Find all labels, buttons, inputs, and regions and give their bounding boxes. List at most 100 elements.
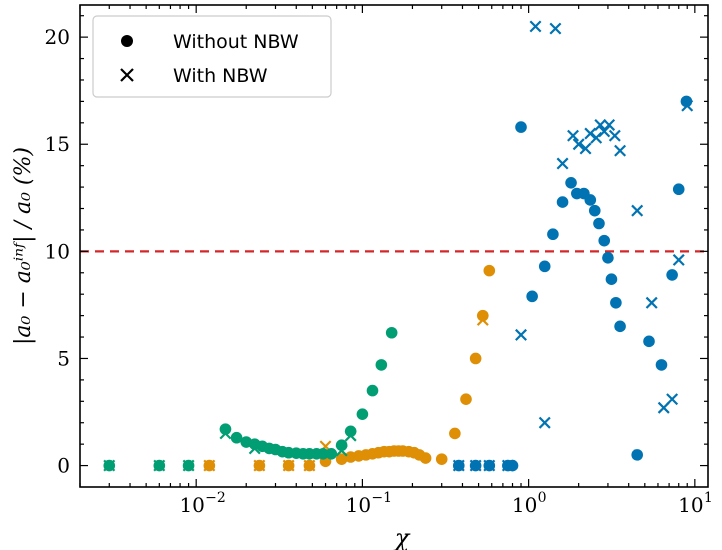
data-point-x — [608, 129, 621, 142]
y-tick-label: 0 — [57, 454, 70, 478]
data-point-circle — [515, 121, 527, 133]
x-tick-exponent: −1 — [371, 490, 392, 506]
data-point-circle — [538, 260, 551, 273]
data-point-circle — [614, 320, 626, 333]
data-point-circle — [666, 269, 678, 281]
x-stroke — [153, 459, 166, 472]
legend-circle-marker — [121, 35, 133, 47]
data-point-circle — [610, 296, 622, 309]
x-stroke — [549, 22, 562, 35]
data-point-circle — [547, 228, 559, 241]
x-tick-label: 10 — [678, 493, 703, 517]
data-point-x — [572, 138, 585, 151]
x-stroke — [608, 129, 621, 142]
data-point-x — [549, 22, 562, 35]
x-stroke — [483, 459, 496, 472]
data-point-x — [556, 157, 569, 170]
x-stroke — [282, 459, 295, 472]
x-tick-label: 10 — [346, 493, 371, 517]
x-stroke — [567, 129, 580, 142]
data-point-x — [614, 144, 627, 157]
data-point-circle — [556, 196, 569, 208]
x-stroke — [476, 313, 489, 326]
x-stroke — [219, 427, 232, 440]
x-stroke — [631, 204, 644, 217]
data-point-x — [579, 142, 592, 155]
x-stroke — [584, 127, 597, 140]
data-point-circle — [449, 427, 461, 440]
data-point-circle — [631, 449, 643, 461]
data-point-x — [248, 442, 261, 455]
data-point-circle — [325, 447, 338, 460]
data-point-circle — [584, 194, 597, 206]
y-tick-label: 10 — [45, 239, 70, 263]
data-point-x — [103, 459, 116, 472]
data-point-circle — [435, 453, 448, 465]
x-stroke — [614, 144, 627, 157]
x-stroke — [344, 429, 357, 442]
legend-label-with-nbw: With NBW — [173, 65, 268, 87]
x-tick-exponent: −2 — [205, 490, 226, 506]
data-point-circle — [335, 453, 348, 465]
x-stroke — [469, 459, 482, 472]
data-point-circle — [356, 408, 369, 420]
x-tick-label: 10 — [512, 493, 537, 517]
x-stroke — [681, 99, 694, 112]
x-stroke — [103, 459, 116, 472]
data-point-x — [219, 427, 232, 440]
x-stroke — [303, 459, 316, 472]
x-stroke — [538, 416, 551, 429]
x-stroke — [594, 118, 607, 131]
data-point-x — [672, 253, 685, 266]
data-point-circle — [588, 204, 601, 217]
x-stroke — [515, 328, 527, 341]
x-axis-label: χ — [393, 524, 411, 550]
x-stroke — [666, 393, 679, 406]
data-point-circle — [655, 359, 668, 371]
data-point-x — [452, 459, 465, 472]
data-point-x — [282, 459, 295, 472]
x-stroke — [452, 459, 465, 472]
data-point-x — [335, 444, 348, 457]
data-point-x — [153, 459, 166, 472]
legend-x-marker — [120, 68, 134, 82]
y-tick-label: 5 — [57, 346, 70, 370]
y-axis-label: |a₀ − a₀ⁱⁿᶠ| / a₀ (%) — [11, 147, 36, 345]
data-point-circle — [526, 290, 538, 303]
data-point-circle — [605, 273, 618, 286]
data-point-x — [253, 459, 266, 472]
x-stroke — [572, 138, 585, 151]
data-point-circle — [483, 264, 496, 277]
data-point-x — [182, 459, 195, 472]
data-point-x — [483, 459, 496, 472]
data-point-x — [476, 313, 489, 326]
x-stroke — [203, 459, 216, 472]
x-stroke — [529, 20, 542, 33]
x-stroke — [579, 142, 592, 155]
data-point-circle — [375, 359, 388, 371]
data-points — [103, 20, 694, 472]
data-point-circle — [672, 183, 685, 196]
x-stroke — [645, 296, 658, 309]
data-point-circle — [469, 352, 482, 365]
data-point-x — [645, 296, 658, 309]
legend-label-without-nbw: Without NBW — [173, 31, 299, 53]
y-tick-label: 20 — [45, 25, 70, 49]
y-tick-label: 15 — [45, 132, 70, 156]
data-point-circle — [593, 217, 605, 230]
data-point-circle — [643, 335, 655, 348]
x-stroke — [253, 459, 266, 472]
data-point-x — [529, 20, 542, 33]
data-point-circle — [602, 251, 614, 264]
x-tick-exponent: 1 — [704, 490, 713, 506]
plot-frame — [79, 4, 709, 488]
data-point-circle — [565, 177, 577, 189]
data-point-circle — [366, 384, 379, 397]
data-point-x — [590, 131, 603, 144]
legend-box — [92, 15, 332, 98]
data-point-x — [681, 99, 694, 112]
data-point-circle — [460, 393, 472, 405]
x-stroke — [182, 459, 195, 472]
